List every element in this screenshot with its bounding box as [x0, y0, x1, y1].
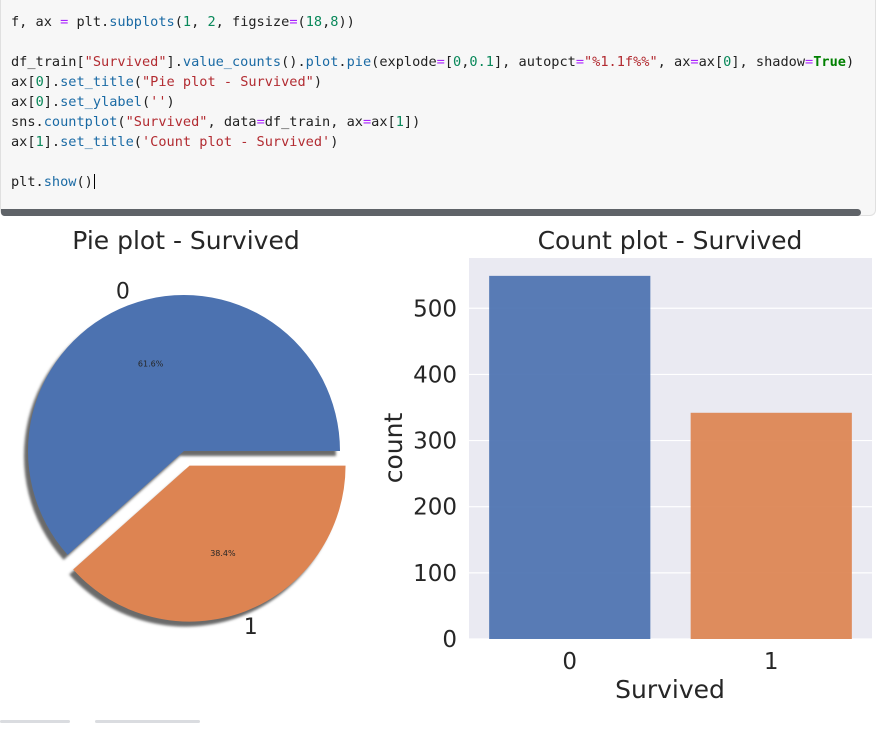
code-cell[interactable]: f, ax = plt.subplots(1, 2, figsize=(18,8…: [0, 0, 876, 216]
bar-0: [489, 275, 651, 639]
y-axis-label: count: [379, 413, 408, 484]
bar-1: [690, 412, 852, 639]
code-line: df_train["Survived"].value_counts().plot…: [11, 54, 855, 70]
code-line: plt.show(): [11, 174, 95, 190]
cell-output: Pie plot - Survived 61.6% 0 38.4% 1 Count p…: [0, 216, 878, 725]
bar-chart-title: Count plot - Survived: [538, 226, 803, 255]
code-line: f, ax = plt.subplots(1, 2, figsize=(18,8…: [11, 14, 355, 30]
pie-slice-label: 1: [244, 615, 258, 640]
y-tick-label: 500: [413, 296, 457, 322]
code-line: [11, 32, 854, 52]
pie-slice-label: 0: [116, 280, 130, 305]
x-axis-label: Survived: [615, 675, 725, 704]
text-cursor: [93, 174, 95, 189]
pie-slice-0: [27, 295, 341, 555]
y-tick-label: 100: [413, 561, 457, 587]
bar-chart-bars: [489, 275, 852, 639]
code-line: ax[0].set_title("Pie plot - Survived"): [11, 74, 323, 90]
y-tick-label: 0: [442, 627, 457, 653]
x-tick-label: 0: [562, 649, 577, 675]
code-line: sns.countplot("Survived", data=df_train,…: [11, 114, 421, 130]
x-tick-label: 1: [764, 649, 779, 675]
horizontal-scrollbar[interactable]: [1, 209, 861, 216]
output-scrollbar-right[interactable]: [95, 720, 200, 723]
pie-percent-label: 38.4%: [210, 549, 236, 558]
bar-chart-ticks: 0 100 200 300 400 500 0 1: [413, 296, 778, 675]
code-line: ax[1].set_title('Count plot - Survived'): [11, 134, 339, 150]
y-tick-label: 300: [413, 429, 457, 455]
y-tick-label: 400: [413, 362, 457, 388]
pie-percent-label: 61.6%: [138, 360, 164, 369]
output-scrollbar-left[interactable]: [0, 720, 70, 723]
code-line: [11, 152, 854, 172]
code-line: ax[0].set_ylabel(''): [11, 94, 175, 110]
y-tick-label: 200: [413, 495, 457, 521]
pie-slice-1: [73, 465, 346, 622]
pie-chart: 61.6% 0 38.4% 1: [24, 280, 346, 640]
figure-output: Pie plot - Survived 61.6% 0 38.4% 1 Count p…: [24, 226, 872, 704]
pie-chart-title: Pie plot - Survived: [72, 226, 299, 255]
code-editor[interactable]: f, ax = plt.subplots(1, 2, figsize=(18,8…: [11, 12, 854, 192]
